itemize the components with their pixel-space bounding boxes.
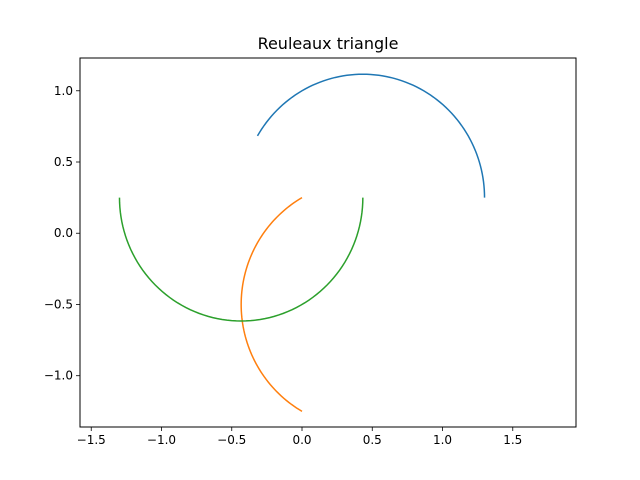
y-tick-label: −1.0	[44, 369, 73, 383]
y-tick-label: −0.5	[44, 297, 73, 311]
series-arc-3	[118, 197, 364, 322]
x-tick-label: −0.5	[217, 433, 246, 447]
x-tick-label: −1.5	[77, 433, 106, 447]
x-tick-label: 0.0	[292, 433, 311, 447]
y-tick-label: 1.0	[54, 84, 73, 98]
series-arc-1	[256, 73, 486, 198]
x-tick-label: 0.5	[363, 433, 382, 447]
y-tick-label: 0.5	[54, 155, 73, 169]
x-tick-label: −1.0	[147, 433, 176, 447]
x-tick-label: 1.5	[503, 433, 522, 447]
series-arc-2	[240, 196, 303, 412]
chart-title: Reuleaux triangle	[258, 34, 399, 53]
x-tick-label: 1.0	[433, 433, 452, 447]
y-tick-label: 0.0	[54, 226, 73, 240]
plot-area-frame	[79, 57, 577, 428]
ticks-layer: −1.5 −1.0 −0.5 0.0 0.5 1.0 1.5 −1.0 −0.5 0.0 0.5 1.…	[44, 84, 522, 447]
series-layer	[118, 73, 486, 412]
